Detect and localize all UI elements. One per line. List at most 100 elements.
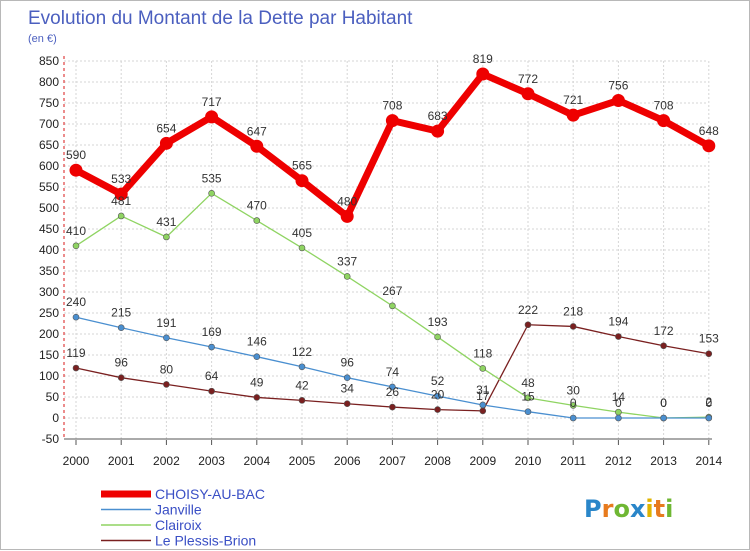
data-label: 0 — [660, 396, 667, 410]
data-label: 96 — [115, 356, 129, 370]
legend-label-0: CHOISY-AU-BAC — [155, 486, 265, 502]
y-tick-label: 700 — [39, 117, 59, 131]
data-point — [253, 217, 261, 224]
data-label: 0 — [570, 396, 577, 410]
x-tick-label: 2011 — [560, 454, 586, 468]
data-point — [476, 67, 490, 81]
data-label: 647 — [247, 124, 267, 138]
data-label: 194 — [608, 315, 628, 329]
data-point — [208, 343, 215, 351]
data-label: 15 — [521, 390, 535, 404]
data-label: 52 — [431, 374, 445, 388]
legend-label-2: Clairoix — [155, 517, 202, 533]
data-point — [434, 406, 441, 413]
data-point — [389, 302, 396, 310]
data-label: 17 — [476, 389, 490, 403]
data-label: 470 — [247, 199, 267, 213]
data-point — [566, 108, 580, 122]
data-point — [72, 313, 80, 321]
legend-label-1: Janville — [155, 502, 202, 518]
x-tick-label: 2002 — [153, 454, 180, 468]
data-point — [389, 383, 396, 391]
data-point — [298, 244, 306, 252]
data-label: 0 — [615, 396, 622, 410]
data-label: 80 — [160, 362, 174, 376]
data-point — [72, 242, 80, 250]
data-label: 0 — [660, 396, 667, 410]
data-point — [524, 321, 532, 329]
data-point — [389, 403, 396, 411]
data-label: 215 — [111, 306, 131, 320]
data-label: 74 — [386, 365, 400, 379]
data-label: 96 — [341, 356, 355, 370]
data-point — [524, 394, 532, 402]
data-point — [660, 342, 667, 350]
data-label: 819 — [473, 52, 493, 66]
y-tick-label: 650 — [39, 138, 59, 152]
chart-subtitle: (en €) — [28, 33, 57, 45]
proxiti-logo: Proxiti — [584, 495, 673, 523]
y-tick-label: 200 — [39, 327, 59, 341]
y-tick-label: 550 — [39, 180, 59, 194]
data-label: 2 — [705, 395, 712, 409]
grid-lines — [64, 60, 710, 440]
x-tick-label: 2008 — [424, 454, 451, 468]
x-tick-label: 2006 — [334, 454, 361, 468]
y-tick-label: 50 — [46, 390, 60, 404]
y-tick-label: -50 — [42, 432, 60, 446]
data-label: 31 — [476, 383, 490, 397]
logo-letter: i — [665, 495, 673, 523]
x-tick-label: 2009 — [469, 454, 496, 468]
x-tick-label: 2012 — [605, 454, 632, 468]
x-tick-label: 2000 — [63, 454, 90, 468]
data-point — [298, 363, 306, 371]
data-label: 193 — [428, 315, 448, 329]
data-label: 772 — [518, 72, 538, 86]
data-label: 431 — [156, 215, 176, 229]
data-label: 153 — [699, 332, 719, 346]
x-tick-label: 2007 — [379, 454, 406, 468]
data-label: 480 — [337, 194, 357, 208]
data-label: 721 — [563, 93, 583, 107]
data-point — [705, 350, 713, 358]
data-label: 169 — [202, 325, 222, 339]
data-point — [163, 381, 170, 388]
y-tick-label: 150 — [39, 348, 59, 362]
data-label: 218 — [563, 304, 583, 318]
data-point — [253, 394, 261, 401]
y-tick-label: 400 — [39, 243, 59, 257]
y-tick-label: 100 — [39, 369, 59, 383]
data-label: 683 — [428, 109, 448, 123]
data-point — [657, 114, 671, 128]
data-point — [253, 353, 261, 360]
data-label: 708 — [654, 99, 674, 113]
data-label: 756 — [608, 78, 628, 92]
data-point — [434, 333, 441, 341]
x-tick-label: 2001 — [108, 454, 135, 468]
x-tick-label: 2013 — [650, 454, 677, 468]
data-point — [524, 408, 532, 416]
logo-letter: P — [584, 495, 602, 523]
data-label: 405 — [292, 226, 312, 240]
x-tick-label: 2004 — [243, 454, 270, 468]
data-point — [69, 163, 83, 177]
y-tick-label: 0 — [52, 411, 59, 425]
data-point — [479, 365, 487, 372]
chart-title: Evolution du Montant de la Dette par Hab… — [28, 8, 413, 29]
data-label: 337 — [337, 254, 357, 268]
data-point — [705, 414, 713, 422]
legend-label-3: Le Plessis-Brion — [155, 533, 256, 549]
data-label: 535 — [202, 171, 222, 185]
data-label: 42 — [295, 378, 309, 392]
y-tick-label: 800 — [39, 75, 59, 89]
data-label: 48 — [521, 376, 535, 390]
data-point — [163, 233, 170, 241]
data-point — [660, 414, 667, 422]
data-label: 14 — [612, 390, 626, 404]
data-point — [611, 93, 625, 107]
x-tick-label: 2014 — [695, 454, 722, 468]
data-label: 222 — [518, 303, 538, 317]
